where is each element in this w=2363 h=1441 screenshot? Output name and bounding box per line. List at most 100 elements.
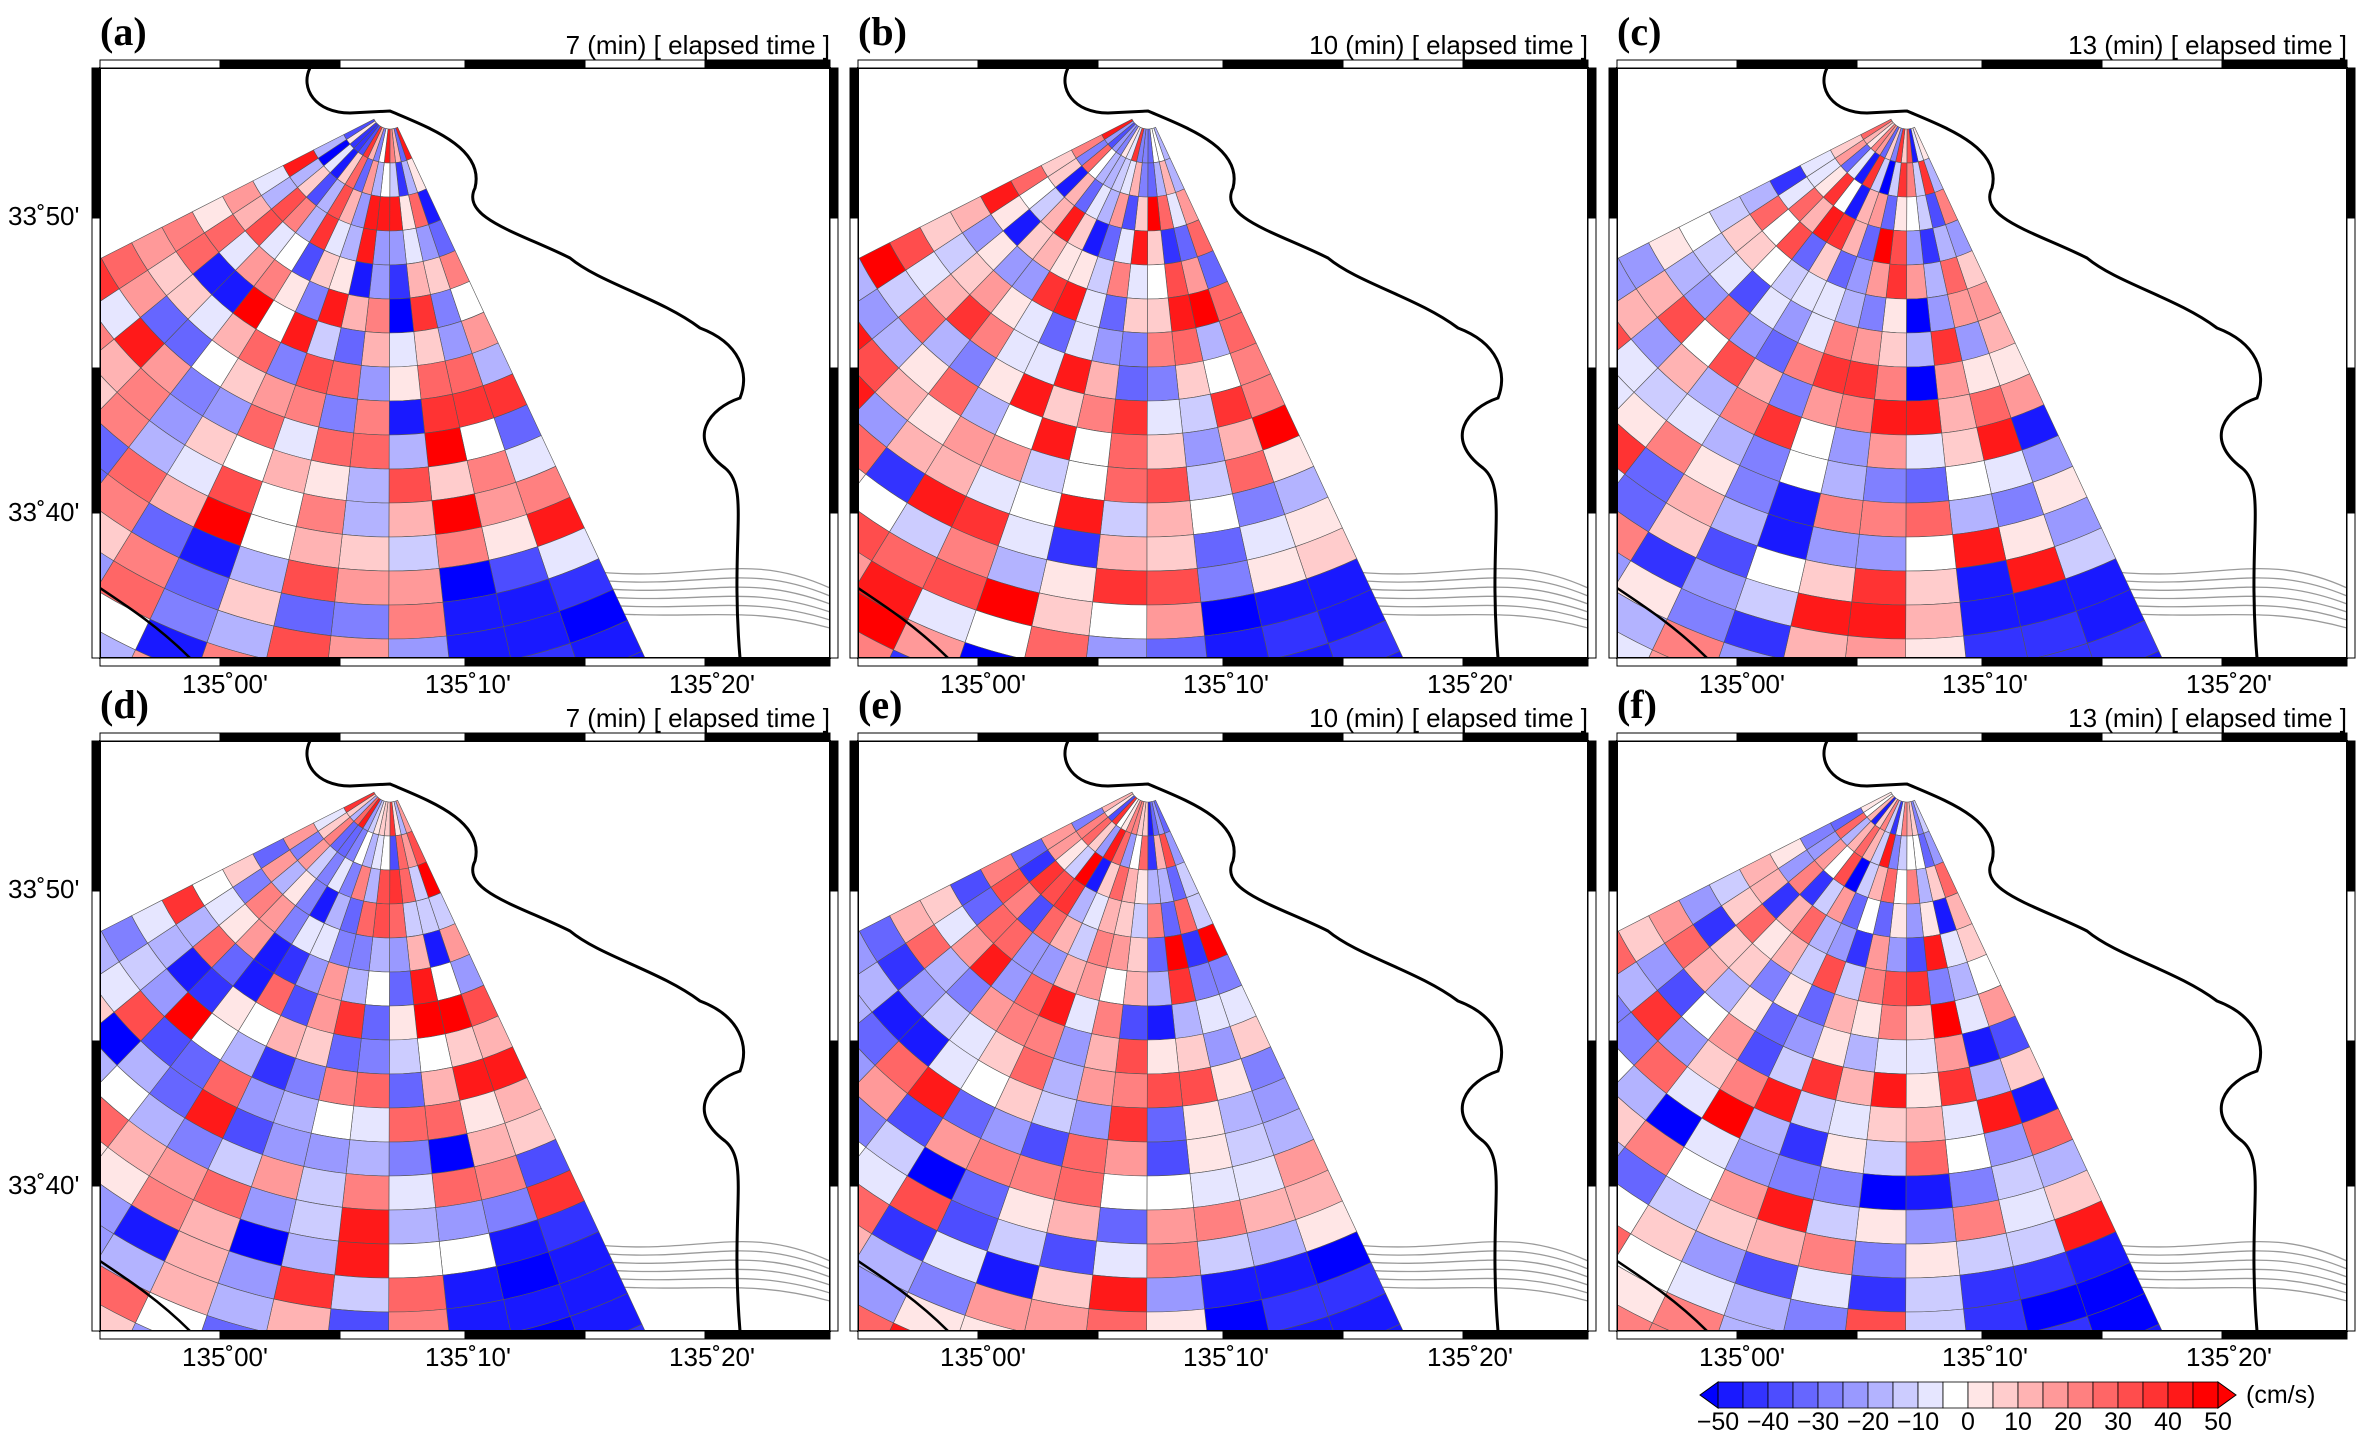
frame-tick — [584, 59, 706, 69]
frame-tick — [1462, 732, 1589, 742]
map-clip — [1448, 68, 2347, 737]
current-cell — [1182, 1100, 1226, 1141]
current-cell — [1383, 650, 1404, 658]
current-cell — [1147, 263, 1169, 300]
current-cell — [1905, 1308, 1967, 1331]
current-cell — [625, 1323, 646, 1331]
current-cell — [1115, 365, 1148, 402]
panel-d: (d) 7 (min) [ elapsed time ] 33˚50' 33˚4… — [0, 682, 839, 1414]
frame-tick — [584, 1330, 706, 1340]
current-cell — [1146, 601, 1205, 640]
current-cell — [1466, 1055, 1527, 1120]
current-cell — [330, 1274, 390, 1313]
current-cell — [100, 1224, 115, 1257]
current-cell — [1963, 626, 2028, 658]
current-cell — [1851, 1240, 1907, 1279]
current-cell — [1881, 970, 1907, 1007]
coastline — [305, 68, 746, 658]
x-tick-label: 135˚00' — [1699, 669, 1785, 699]
current-cell — [1146, 1274, 1205, 1313]
coastline — [305, 741, 746, 1331]
current-cell — [1448, 469, 1516, 539]
frame-tick — [1981, 1330, 2103, 1340]
current-cell — [858, 320, 873, 352]
frame-tick — [1736, 59, 1858, 69]
current-cell — [858, 467, 867, 485]
frame-tick — [1222, 657, 1344, 667]
current-cell — [1617, 1304, 1653, 1331]
current-cell — [1820, 1132, 1868, 1174]
current-cell — [424, 1100, 468, 1141]
current-cell — [1617, 320, 1632, 352]
current-cell — [320, 1376, 389, 1414]
current-cell — [1122, 297, 1148, 334]
current-cell — [1866, 432, 1907, 470]
current-cell — [625, 650, 646, 658]
current-cell — [0, 1099, 46, 1163]
current-cell — [1847, 1274, 1907, 1313]
current-cell — [1081, 1343, 1146, 1381]
current-cell — [1971, 693, 2043, 737]
colorbar-cell — [1942, 1381, 1969, 1409]
current-cell — [6, 345, 62, 404]
current-cell — [782, 555, 854, 619]
current-cell — [446, 1299, 511, 1331]
current-cell — [1905, 500, 1953, 538]
frame-tick — [1736, 657, 1858, 667]
frame-tick — [2221, 1330, 2348, 1340]
frame-tick — [1616, 657, 1738, 667]
frame-tick — [1587, 367, 1597, 514]
current-cell — [1467, 993, 1523, 1055]
current-cell — [1086, 635, 1148, 658]
current-cell — [1877, 331, 1907, 368]
colorbar-cell — [2117, 1381, 2144, 1409]
colorbar-unit: (cm/s) — [2246, 1381, 2315, 1409]
current-cell — [858, 1140, 867, 1158]
current-cell — [1906, 970, 1932, 1007]
current-cell — [1467, 320, 1523, 382]
current-cell — [389, 936, 411, 973]
current-cell — [1906, 331, 1935, 368]
map-clip — [764, 68, 1588, 658]
current-cell — [3, 1255, 78, 1321]
current-cell — [364, 297, 390, 334]
current-cell — [341, 500, 390, 538]
colorbar-tick-label: 30 — [2104, 1408, 2132, 1436]
current-cell — [1552, 1055, 1610, 1114]
current-cell — [1963, 1299, 2028, 1331]
current-cell — [1552, 382, 1610, 441]
current-cell — [1146, 1241, 1202, 1279]
colorbar-cell — [1917, 1381, 1944, 1409]
current-cell — [2034, 642, 2093, 658]
current-cell — [303, 459, 351, 501]
frame-tick — [2221, 732, 2348, 742]
frame-tick — [849, 890, 859, 1042]
map-area — [0, 732, 839, 1414]
frame-tick — [829, 512, 839, 659]
frame-tick — [1616, 59, 1738, 69]
current-cell — [1146, 1105, 1187, 1143]
frame-tick — [849, 217, 859, 369]
frame-tick — [1587, 217, 1597, 369]
current-cell — [388, 1274, 447, 1313]
current-cell — [357, 365, 390, 402]
frame-tick — [91, 740, 101, 892]
current-cell — [388, 1377, 457, 1414]
panel-a: (a) 7 (min) [ elapsed time ] 33˚50' 33˚4… — [6, 9, 839, 699]
current-cell — [1648, 1322, 1672, 1331]
current-cell — [764, 345, 820, 404]
frame-tick — [1736, 732, 1858, 742]
current-cell — [1276, 1349, 1350, 1400]
frame-tick — [704, 657, 831, 667]
frame-tick — [584, 657, 706, 667]
current-cell — [858, 257, 878, 302]
frame-tick — [1608, 217, 1618, 369]
current-cell — [328, 1308, 390, 1331]
current-cell — [131, 649, 155, 658]
panel-title: 7 (min) [ elapsed time ] — [566, 703, 830, 733]
current-cell — [1523, 345, 1579, 404]
current-cell — [1783, 1298, 1849, 1331]
current-cell — [357, 1038, 390, 1075]
current-cell — [1944, 1133, 1992, 1175]
current-cell — [1648, 649, 1672, 658]
